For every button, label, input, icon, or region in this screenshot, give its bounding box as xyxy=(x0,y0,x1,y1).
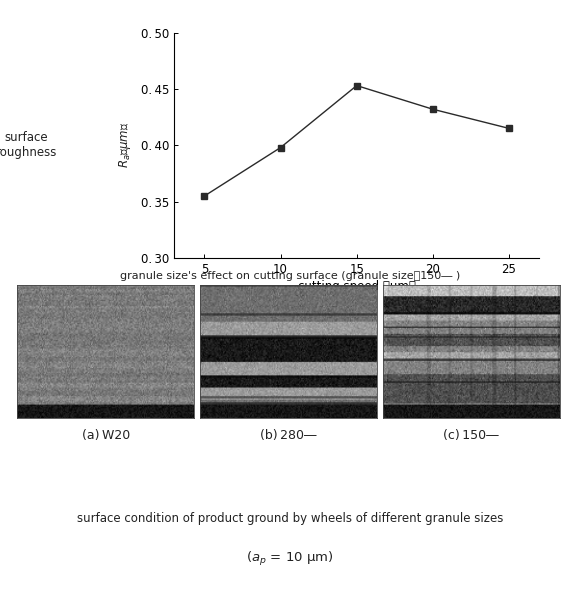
Text: (b) 280―: (b) 280― xyxy=(260,429,317,442)
Text: surface condition of product ground by wheels of different granule sizes: surface condition of product ground by w… xyxy=(77,512,503,525)
Text: $R_a$（μm）: $R_a$（μm） xyxy=(117,122,133,168)
Text: (c) 150―: (c) 150― xyxy=(444,429,499,442)
Text: ($a_p$ = 10 μm): ($a_p$ = 10 μm) xyxy=(246,550,334,568)
Text: surface
roughness: surface roughness xyxy=(0,131,57,160)
Text: (a) W20: (a) W20 xyxy=(82,429,130,442)
Text: granule size's effect on cutting surface (granule size：150― ): granule size's effect on cutting surface… xyxy=(120,271,460,280)
X-axis label: cutting speed （μm）: cutting speed （μm） xyxy=(298,280,416,293)
